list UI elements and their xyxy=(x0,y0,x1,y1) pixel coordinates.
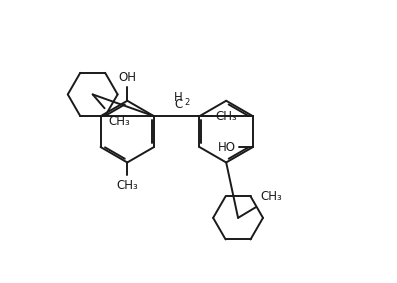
Text: OH: OH xyxy=(118,71,136,84)
Text: 2: 2 xyxy=(185,98,190,108)
Text: CH₃: CH₃ xyxy=(215,110,237,123)
Text: CH₃: CH₃ xyxy=(116,179,138,192)
Text: CH₃: CH₃ xyxy=(260,190,282,203)
Text: C: C xyxy=(175,98,183,112)
Text: CH₃: CH₃ xyxy=(108,115,130,128)
Text: HO: HO xyxy=(218,141,236,154)
Text: H: H xyxy=(174,91,183,104)
